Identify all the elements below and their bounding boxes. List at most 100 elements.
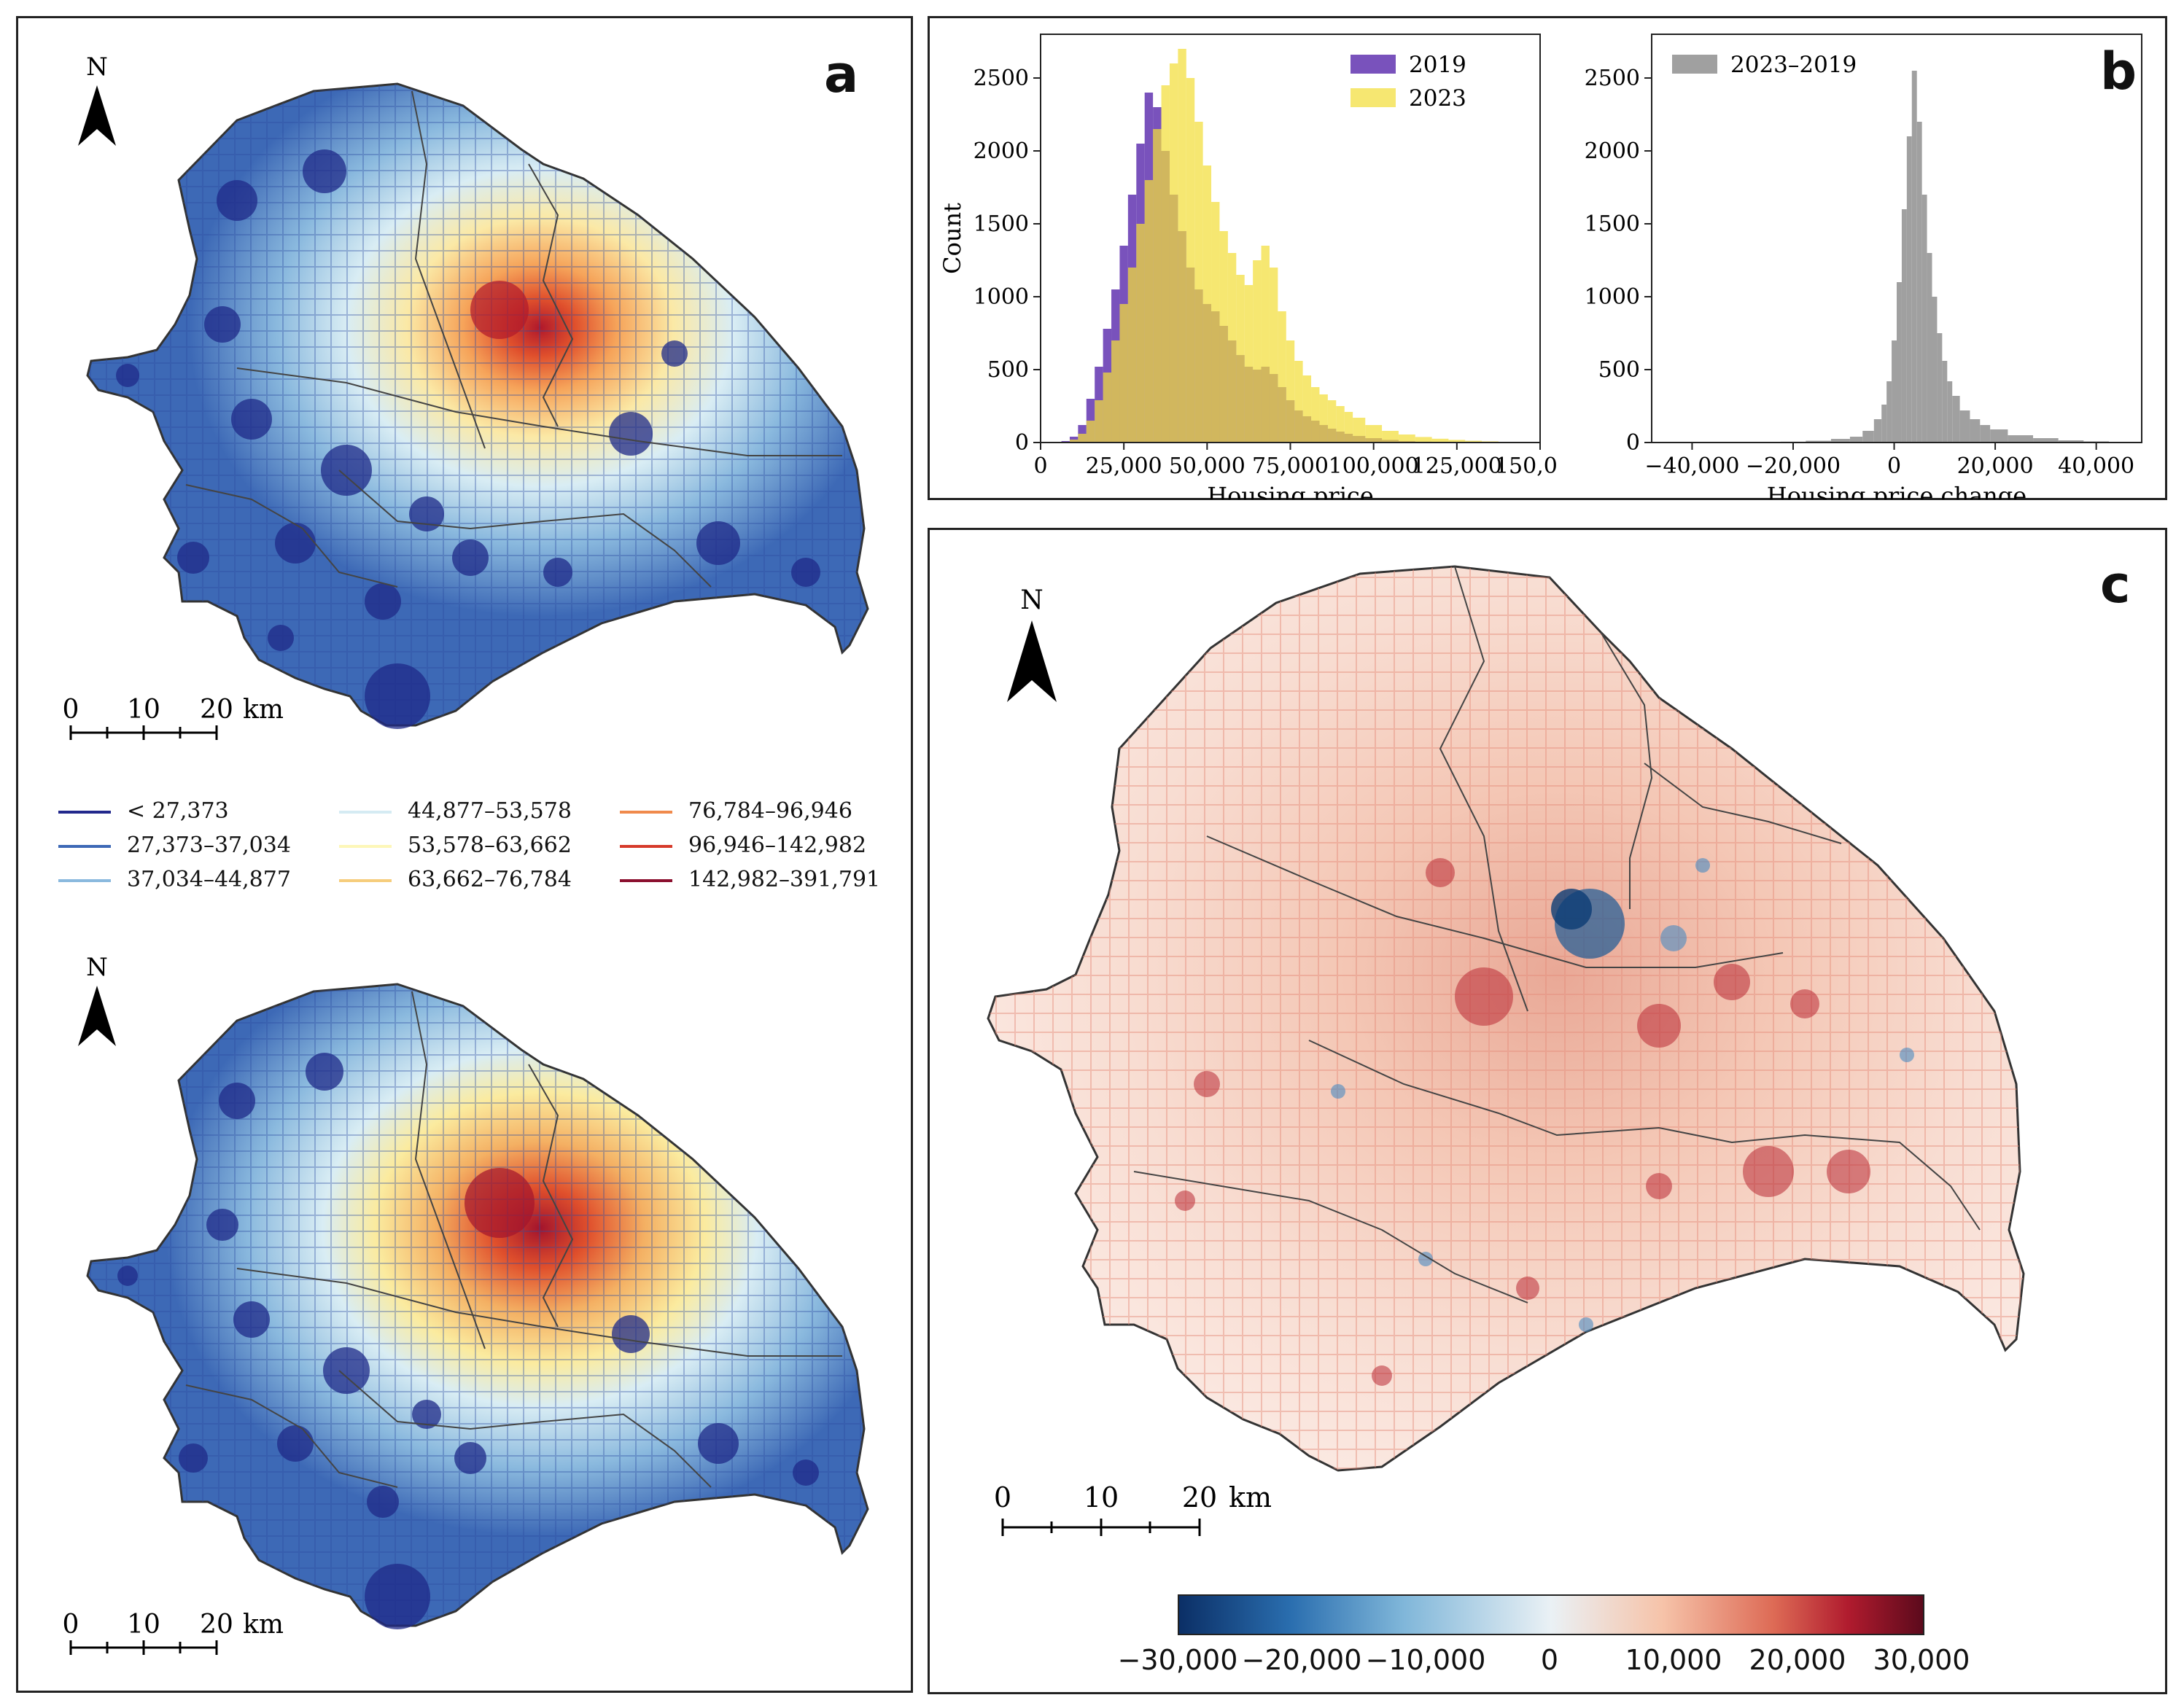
panel-b: b 0 25,000 50,000 75,000 100,000 125,000 150,0… bbox=[928, 16, 2167, 500]
histogram-bar bbox=[1086, 421, 1095, 443]
x-tick-label: 40,000 bbox=[2058, 453, 2134, 479]
x-tick-label: 150,000 bbox=[1495, 453, 1557, 479]
histogram-bar bbox=[1942, 361, 1948, 443]
histogram-bar bbox=[1186, 78, 1195, 443]
histogram-bar bbox=[2058, 440, 2084, 443]
histogram-bar bbox=[1365, 425, 1383, 443]
legend-item-8: 96,946–142,982 bbox=[620, 833, 866, 858]
y-tick-label: 500 bbox=[1598, 357, 1640, 383]
x-tick-label: 75,000 bbox=[1252, 453, 1329, 479]
histogram-bar bbox=[1294, 361, 1303, 443]
svg-text:km: km bbox=[243, 695, 284, 725]
histogram-bar bbox=[1431, 438, 1449, 443]
colorbar-tick-label: −10,000 bbox=[1365, 1644, 1486, 1676]
legend-swatch bbox=[620, 845, 672, 848]
colorbar bbox=[1178, 1594, 1924, 1635]
histogram-bar bbox=[1927, 253, 1932, 443]
plot-frame bbox=[1651, 34, 2142, 443]
histogram-bar bbox=[1959, 410, 1970, 443]
legend-swatch bbox=[1351, 88, 1396, 107]
legend-swatch bbox=[1672, 55, 1717, 74]
scalebar-2019: 0 10 20 km bbox=[63, 695, 284, 740]
histogram-bar bbox=[1178, 49, 1186, 443]
histogram-bar bbox=[1947, 381, 1953, 443]
histogram-bar bbox=[1153, 129, 1162, 443]
legend-swatch bbox=[339, 845, 392, 848]
histogram-bar bbox=[1970, 419, 1981, 443]
histogram-bar bbox=[1319, 394, 1328, 443]
x-tick-label: −40,000 bbox=[1644, 453, 1739, 479]
north-label-2023: N bbox=[86, 953, 108, 982]
panel-c: c bbox=[928, 528, 2167, 1694]
histogram-bar bbox=[1980, 425, 1991, 443]
histogram-bar bbox=[1398, 434, 1415, 443]
y-tick-label: 0 bbox=[1626, 430, 1640, 456]
y-tick-label: 1500 bbox=[974, 211, 1029, 237]
panel-a: a bbox=[16, 16, 913, 1693]
histogram-bar bbox=[1227, 253, 1237, 443]
legend-swatch bbox=[339, 811, 392, 814]
legend-swatch bbox=[58, 811, 111, 814]
scalebar-2023: 0 10 20 km bbox=[63, 1610, 284, 1655]
x-tick-label: −20,000 bbox=[1746, 453, 1841, 479]
histogram-bar bbox=[1286, 340, 1295, 443]
histogram-bar bbox=[1849, 437, 1863, 443]
histogram-bar bbox=[1448, 440, 1466, 443]
legend-item-6: 63,662–76,784 bbox=[339, 867, 572, 892]
svg-text:0: 0 bbox=[994, 1481, 1011, 1513]
histogram-bar bbox=[1886, 381, 1892, 443]
colorbar-tick-label: 10,000 bbox=[1625, 1644, 1722, 1676]
histogram-bar bbox=[1336, 406, 1345, 443]
histogram-bar bbox=[1327, 400, 1337, 443]
histogram-bar bbox=[1382, 431, 1399, 443]
histogram-bar bbox=[1906, 136, 1912, 443]
histogram-bar bbox=[1353, 418, 1366, 443]
colorbar-tick-label: 30,000 bbox=[1873, 1644, 1970, 1676]
histogram-bar bbox=[1219, 231, 1228, 443]
legend-label: 2023 bbox=[1409, 85, 1466, 112]
x-tick-label: 0 bbox=[1887, 453, 1901, 479]
x-tick-label: 50,000 bbox=[1169, 453, 1245, 479]
x-tick-label: 25,000 bbox=[1086, 453, 1162, 479]
histogram-bar bbox=[1990, 429, 2008, 443]
histogram-bar bbox=[1127, 268, 1137, 443]
north-arrow-2019-icon bbox=[78, 85, 116, 146]
histogram-bar bbox=[1897, 282, 1902, 443]
histogram-bar bbox=[1937, 333, 1943, 443]
histogram-bar bbox=[1311, 387, 1320, 443]
histogram-bar bbox=[1202, 165, 1212, 443]
histogram-bar bbox=[1830, 439, 1850, 443]
legend-label: 2019 bbox=[1409, 52, 1466, 78]
legend-item-9: 142,982–391,791 bbox=[620, 867, 880, 892]
north-arrow-2023-icon bbox=[78, 986, 116, 1046]
legend-swatch bbox=[58, 845, 111, 848]
legend-item-1: < 27,373 bbox=[58, 798, 229, 824]
y-tick-label: 2000 bbox=[1585, 139, 1640, 164]
x-tick-label: 125,000 bbox=[1412, 453, 1502, 479]
legend-label: 2023–2019 bbox=[1730, 52, 1857, 78]
panel-label-c: c bbox=[2100, 555, 2131, 615]
histogram-bar bbox=[1269, 268, 1278, 443]
histogram-price-change: −40,000 −20,000 0 20,000 40,000 0 500 1000 1500 2… bbox=[1585, 34, 2142, 499]
svg-text:km: km bbox=[243, 1610, 284, 1640]
histogram-bar bbox=[1236, 275, 1245, 443]
x-tick-label: 100,000 bbox=[1329, 453, 1419, 479]
svg-text:20: 20 bbox=[1182, 1481, 1217, 1513]
histogram-bar bbox=[1806, 440, 1831, 443]
y-tick-label: 1000 bbox=[974, 284, 1029, 310]
svg-text:0: 0 bbox=[63, 1610, 79, 1640]
svg-text:20: 20 bbox=[200, 695, 233, 725]
svg-text:10: 10 bbox=[127, 1610, 160, 1640]
colorbar-tick-label: −30,000 bbox=[1117, 1644, 1238, 1676]
legend-item-3: 37,034–44,877 bbox=[58, 867, 291, 892]
histogram-bar bbox=[1465, 440, 1482, 443]
legend-item-7: 76,784–96,946 bbox=[620, 798, 852, 824]
histogram-bar bbox=[1932, 297, 1938, 443]
map-price-change: N 0 10 20 km bbox=[987, 565, 2025, 1536]
histogram-bar bbox=[1302, 375, 1312, 443]
histogram-bar bbox=[1892, 340, 1897, 443]
histogram-bar bbox=[1881, 405, 1887, 443]
histogram-bar bbox=[1103, 373, 1112, 443]
svg-text:km: km bbox=[1229, 1481, 1272, 1513]
histogram-bar bbox=[1261, 246, 1270, 443]
